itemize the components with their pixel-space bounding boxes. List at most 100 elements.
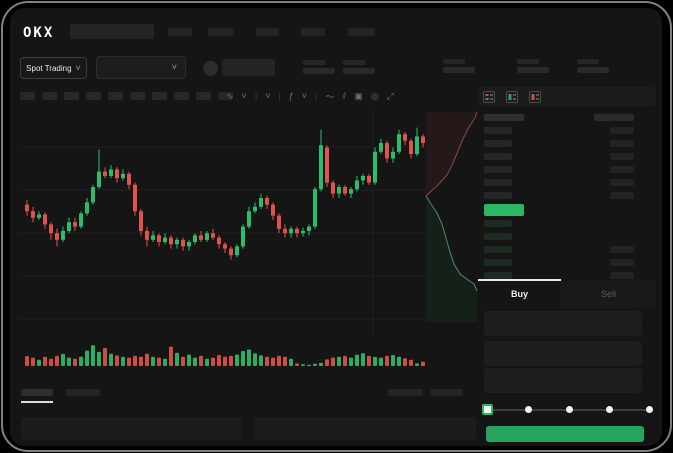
orderbook-sells-icon[interactable] — [529, 91, 541, 103]
bottom-active-tab-indicator — [21, 401, 53, 403]
slider-stop[interactable] — [525, 406, 533, 413]
price-cell-placeholder — [484, 153, 512, 160]
ask-row[interactable] — [484, 163, 634, 176]
interval-button[interactable] — [218, 92, 233, 100]
price-cell-placeholder — [484, 179, 512, 186]
price-cell-placeholder — [484, 166, 512, 173]
interval-button[interactable] — [130, 92, 145, 100]
tab-sell[interactable]: Sell — [600, 289, 616, 299]
toolbar-divider: | — [315, 91, 318, 101]
pair-name-placeholder — [222, 59, 275, 76]
toolbar-divider: | — [254, 91, 258, 101]
amount-field[interactable] — [484, 341, 642, 366]
coin-avatar[interactable] — [203, 61, 218, 76]
orderbook-combined-icon[interactable] — [483, 91, 495, 103]
low-stat-placeholder — [517, 59, 553, 74]
market-type-selector[interactable]: Spot Trading ˅ — [20, 57, 87, 79]
chart-tools: ∿ ˅ | ˅ | ƒ ˅ | 〜 ⫽ ▣ ◎ ⤢ — [226, 89, 394, 103]
nav-item-placeholder[interactable] — [168, 28, 192, 36]
price-chart-canvas[interactable] — [10, 8, 662, 446]
orderbook-header-strip — [478, 87, 656, 106]
nav-item-placeholder[interactable] — [348, 28, 375, 36]
price-cell-placeholder — [484, 114, 524, 121]
price-stat-placeholder — [303, 60, 339, 75]
camera-icon[interactable]: ▣ — [354, 90, 363, 101]
bottom-action-placeholder[interactable] — [430, 389, 463, 396]
tab-buy[interactable]: Buy — [510, 289, 528, 299]
chevron-down-icon[interactable]: ˅ — [301, 91, 308, 101]
price-cell-placeholder — [484, 259, 512, 266]
amount-slider[interactable] — [482, 401, 656, 419]
slider-stop[interactable] — [565, 406, 573, 413]
amount-cell-placeholder — [610, 259, 634, 266]
app-window: OKX Spot Trading ˅ ˅ ∿ ˅ | ˅ | ƒ ˅ | 〜 ⫽ ▣ ◎ ⤢ — [10, 8, 662, 446]
orderbook-rows — [484, 111, 634, 282]
interval-button[interactable] — [196, 92, 211, 100]
interval-button[interactable] — [42, 92, 57, 100]
amount-cell-placeholder — [610, 140, 634, 147]
slider-handle[interactable] — [482, 404, 493, 415]
orders-panel-placeholder[interactable] — [21, 417, 241, 440]
change-stat-placeholder — [343, 60, 379, 75]
history-panel-placeholder[interactable] — [255, 417, 476, 440]
chart-type-icon[interactable]: ∿ — [226, 90, 234, 101]
okx-logo: OKX — [23, 25, 55, 41]
nav-item-placeholder[interactable] — [256, 28, 279, 36]
chevron-down-icon[interactable]: ˅ — [241, 91, 247, 101]
chevron-down-icon: ˅ — [171, 62, 177, 72]
fullscreen-icon[interactable]: ⤢ — [386, 90, 394, 101]
bid-row[interactable] — [484, 230, 634, 243]
price-cell-placeholder — [484, 233, 512, 240]
interval-button[interactable] — [86, 92, 101, 100]
price-cell-placeholder — [484, 192, 512, 199]
orderbook-buys-icon[interactable] — [506, 91, 518, 103]
price-cell-placeholder — [484, 272, 512, 279]
volume-stat-placeholder — [577, 59, 613, 74]
orderbook-column-headers[interactable] — [484, 111, 634, 124]
amount-cell-placeholder — [610, 166, 634, 173]
amount-cell-placeholder — [610, 127, 634, 134]
toolbar-divider: | — [278, 91, 281, 101]
pair-dropdown[interactable]: ˅ — [96, 56, 186, 79]
slider-stop[interactable] — [646, 406, 653, 413]
bottom-action-placeholder[interactable] — [388, 389, 423, 396]
price-cell-placeholder — [484, 220, 512, 227]
ask-row[interactable] — [484, 176, 634, 189]
amount-cell-placeholder — [610, 192, 634, 199]
interval-button[interactable] — [64, 92, 79, 100]
interval-button[interactable] — [108, 92, 123, 100]
nav-item-placeholder[interactable] — [301, 28, 325, 36]
ask-row[interactable] — [484, 150, 634, 163]
bottom-tab-placeholder[interactable] — [66, 389, 100, 396]
buy-submit-button[interactable] — [486, 426, 644, 442]
ask-row[interactable] — [484, 137, 634, 150]
search-placeholder[interactable] — [70, 24, 154, 39]
active-tab-indicator — [478, 279, 561, 281]
total-field[interactable] — [484, 368, 642, 393]
ask-row[interactable] — [484, 189, 634, 202]
nav-item-placeholder[interactable] — [208, 28, 233, 36]
amount-cell-placeholder — [610, 246, 634, 253]
amount-cell-placeholder — [594, 114, 634, 121]
slider-stop[interactable] — [605, 406, 613, 413]
draw-tool-icon[interactable]: ⫽ — [342, 90, 347, 101]
indicator-icon[interactable]: ƒ — [288, 91, 294, 101]
interval-buttons — [20, 92, 233, 100]
settings-icon[interactable]: ◎ — [370, 90, 379, 101]
chevron-down-icon: ˅ — [75, 62, 81, 73]
bid-row[interactable] — [484, 256, 634, 269]
last-price-row[interactable] — [484, 202, 634, 217]
line-tool-icon[interactable]: 〜 — [325, 91, 335, 102]
orderbook-view-toggles — [483, 91, 541, 103]
bid-row[interactable] — [484, 217, 634, 230]
chevron-down-icon[interactable]: ˅ — [265, 91, 271, 101]
price-field[interactable] — [484, 311, 642, 336]
ask-row[interactable] — [484, 124, 634, 137]
interval-button[interactable] — [152, 92, 167, 100]
bottom-tab-placeholder[interactable] — [21, 389, 53, 396]
interval-button[interactable] — [174, 92, 189, 100]
interval-button[interactable] — [20, 92, 35, 100]
bid-row[interactable] — [484, 269, 634, 282]
bid-row[interactable] — [484, 243, 634, 256]
